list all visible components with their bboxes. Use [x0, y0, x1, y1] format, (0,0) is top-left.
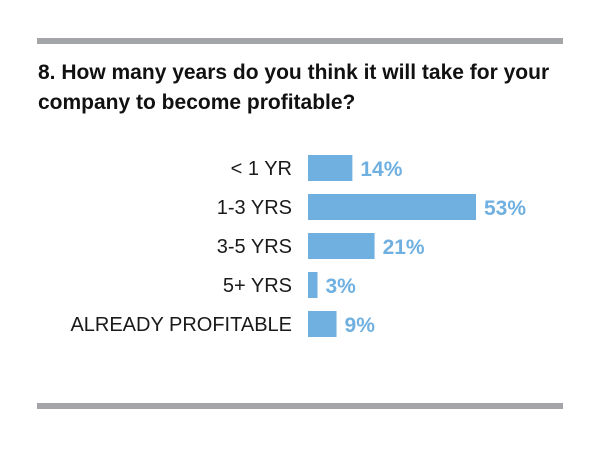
- bar: [308, 233, 375, 259]
- category-label: 3-5 YRS: [217, 236, 292, 258]
- value-label: 21%: [383, 236, 425, 259]
- bar-row: < 1 YR 14%: [231, 155, 403, 181]
- bar-row: 3-5 YRS 21%: [217, 233, 425, 259]
- bar: [308, 311, 337, 337]
- category-label: 1-3 YRS: [217, 197, 292, 219]
- value-label: 3%: [326, 275, 357, 298]
- bar-row: 1-3 YRS 53%: [217, 194, 526, 220]
- bar: [308, 272, 318, 298]
- value-label: 53%: [484, 197, 526, 220]
- top-divider: [37, 38, 563, 44]
- value-label: 14%: [360, 158, 402, 181]
- bar-row: 5+ YRS 3%: [223, 272, 356, 298]
- category-label: ALREADY PROFITABLE: [70, 314, 292, 336]
- value-label: 9%: [345, 314, 376, 337]
- category-label: 5+ YRS: [223, 275, 292, 297]
- bottom-divider: [37, 403, 563, 409]
- bar: [308, 155, 353, 181]
- bar-row: ALREADY PROFITABLE 9%: [70, 311, 375, 337]
- bar: [308, 194, 476, 220]
- category-label: < 1 YR: [231, 158, 292, 180]
- chart-title: 8. How many years do you think it will t…: [38, 61, 550, 114]
